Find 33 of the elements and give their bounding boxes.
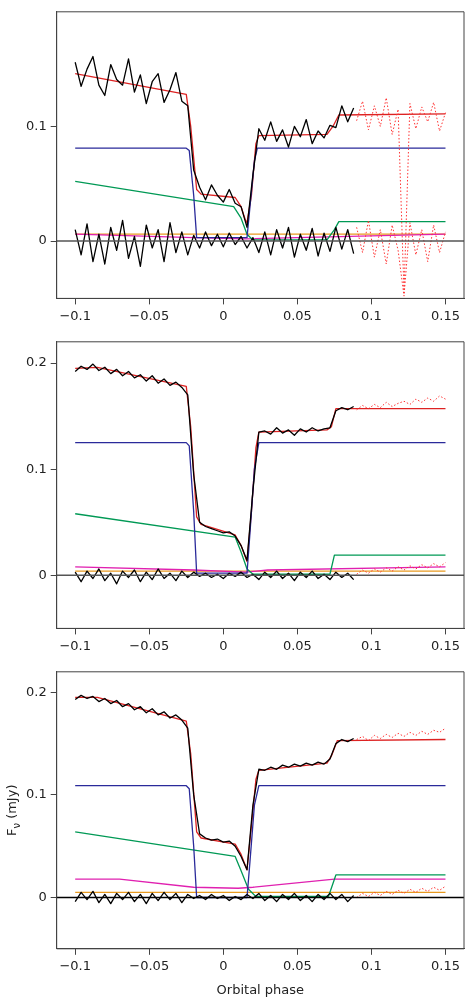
y-tick-label: 0.1 (25, 117, 47, 133)
x-tick-label: 0.05 (282, 957, 312, 973)
x-axis-title: Orbital phase (216, 981, 305, 997)
y-tick-label: 0.2 (25, 354, 47, 370)
y-tick-label: 0 (38, 232, 47, 248)
x-tick-label: −0.05 (129, 637, 170, 653)
y-axis-title: Fν (mJy) (4, 784, 22, 837)
line-series (356, 97, 446, 294)
x-tick-label: 0 (219, 957, 228, 973)
x-tick-label: 0.1 (361, 307, 382, 323)
line-series (356, 727, 446, 742)
x-tick-label: 0.05 (282, 637, 312, 653)
y-tick-label: 0.1 (25, 786, 47, 802)
x-tick-label: 0 (219, 307, 228, 323)
x-tick-label: −0.05 (129, 957, 170, 973)
x-tick-label: −0.1 (59, 957, 91, 973)
x-tick-label: 0.15 (431, 957, 460, 973)
line-series (356, 562, 446, 575)
x-tick-label: 0 (219, 637, 228, 653)
x-tick-label: −0.1 (59, 307, 91, 323)
x-tick-label: 0.1 (361, 637, 382, 653)
x-tick-label: 0.15 (431, 307, 460, 323)
y-tick-label: 0.1 (25, 460, 47, 476)
x-tick-label: 0.15 (431, 637, 460, 653)
y-tick-label: 0 (38, 888, 47, 904)
x-tick-label: −0.1 (59, 637, 91, 653)
line-series (356, 885, 446, 898)
y-tick-label: 0 (38, 566, 47, 582)
x-tick-label: −0.05 (129, 307, 170, 323)
x-tick-label: 0.05 (282, 307, 312, 323)
line-series (356, 395, 446, 411)
x-tick-label: 0.1 (361, 957, 382, 973)
y-tick-label: 0.2 (25, 683, 47, 699)
